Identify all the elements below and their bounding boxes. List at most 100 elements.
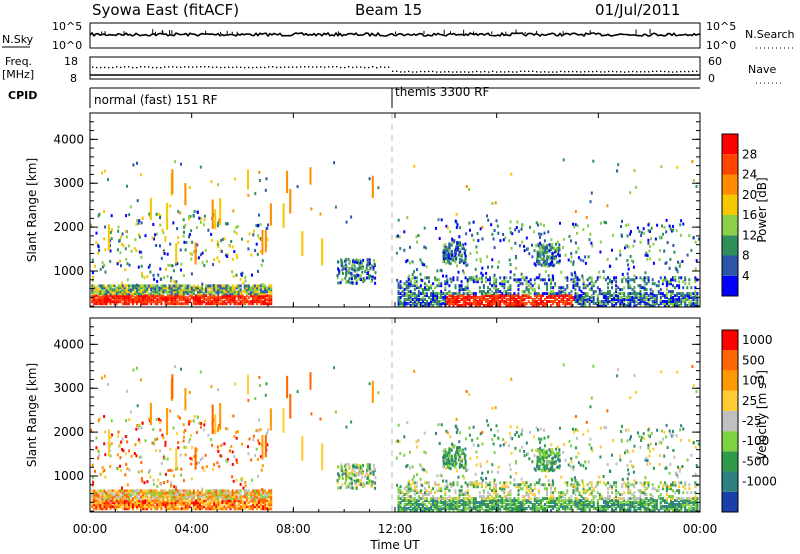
- heatmap-cell: [686, 286, 689, 290]
- heatmap-cell: [111, 501, 114, 505]
- heatmap-cell: [539, 296, 542, 299]
- heatmap-cell: [419, 284, 422, 288]
- heatmap-cell: [572, 485, 575, 489]
- heatmap-cell: [223, 237, 226, 241]
- nave-dot: [556, 71, 558, 73]
- heatmap-cell: [615, 294, 618, 298]
- heatmap-cell: [546, 505, 548, 508]
- heatmap-cell: [497, 294, 500, 298]
- heatmap-cell: [195, 302, 197, 306]
- heatmap-cell: [643, 288, 646, 292]
- heatmap-cell: [517, 507, 520, 510]
- heatmap-cell: [448, 284, 451, 288]
- heatmap-cell: [517, 303, 520, 307]
- heatmap-cell: [470, 277, 473, 281]
- heatmap-cell: [678, 292, 681, 296]
- heatmap-cell: [554, 292, 557, 296]
- heatmap-cell: [533, 288, 536, 292]
- heatmap-cell: [218, 260, 221, 264]
- heatmap-cell: [321, 238, 324, 242]
- heatmap-cell: [594, 280, 597, 284]
- heatmap-cell: [592, 284, 595, 288]
- heatmap-cell: [670, 296, 672, 299]
- heatmap-cell: [640, 231, 643, 235]
- heatmap-cell: [225, 499, 228, 503]
- heatmap-cell: [211, 199, 214, 203]
- heatmap-cell: [194, 251, 197, 255]
- heatmap-cell: [456, 483, 459, 487]
- heatmap-cell: [665, 302, 668, 305]
- heatmap-cell: [509, 294, 512, 298]
- heatmap-cell: [511, 503, 514, 506]
- heatmap-cell: [172, 495, 175, 499]
- heatmap-cell: [213, 501, 216, 505]
- heatmap-cell: [428, 296, 430, 299]
- heatmap-cell: [241, 507, 244, 511]
- heatmap-cell: [627, 300, 630, 303]
- heatmap-cell: [615, 296, 618, 299]
- heatmap-cell: [525, 286, 528, 290]
- heatmap-cell: [573, 225, 576, 229]
- heatmap-cell: [682, 280, 685, 284]
- heatmap-cell: [231, 286, 234, 290]
- heatmap-cell: [104, 248, 107, 252]
- heatmap-cell: [184, 491, 187, 495]
- heatmap-cell: [519, 296, 522, 299]
- heatmap-cell: [570, 508, 573, 512]
- heatmap-cell: [456, 481, 459, 485]
- heatmap-cell: [454, 501, 457, 504]
- heatmap-cell: [527, 493, 530, 497]
- heatmap-cell: [225, 298, 228, 302]
- heatmap-cell: [442, 298, 445, 301]
- heatmap-cell: [403, 493, 406, 497]
- colorbar-tick-label: 24: [742, 168, 757, 182]
- heatmap-cell: [576, 497, 579, 501]
- heatmap-cell: [643, 296, 646, 299]
- heatmap-cell: [121, 501, 124, 505]
- heatmap-cell: [452, 483, 455, 487]
- heatmap-cell: [121, 294, 124, 298]
- heatmap-cell: [446, 278, 449, 282]
- heatmap-cell: [536, 243, 539, 247]
- colorbar-swatch: [722, 194, 738, 215]
- heatmap-cell: [503, 505, 506, 508]
- heatmap-cell: [194, 259, 197, 263]
- heatmap-cell: [268, 489, 271, 493]
- heatmap-cell: [511, 499, 514, 503]
- nave-dot: [664, 70, 666, 73]
- colorbar-swatch: [722, 255, 738, 276]
- heatmap-cell: [509, 493, 512, 497]
- heatmap-cell: [509, 276, 512, 280]
- heatmap-cell: [444, 243, 447, 247]
- heatmap-cell: [694, 240, 697, 244]
- heatmap-cell: [409, 497, 412, 501]
- heatmap-cell: [560, 298, 563, 301]
- heatmap-cell: [674, 303, 677, 307]
- heatmap-cell: [109, 489, 112, 493]
- heatmap-cell: [403, 248, 406, 252]
- heatmap-cell: [251, 288, 254, 292]
- heatmap-cell: [209, 503, 212, 507]
- heatmap-cell: [227, 505, 230, 509]
- heatmap-cell: [539, 483, 542, 487]
- heatmap-cell: [529, 282, 532, 286]
- heatmap-cell: [478, 277, 481, 281]
- heatmap-cell: [168, 298, 171, 302]
- heatmap-cell: [119, 290, 122, 294]
- heatmap-cell: [247, 240, 249, 244]
- heatmap-cell: [548, 300, 550, 303]
- heatmap-cell: [207, 284, 210, 288]
- heatmap-cell: [515, 302, 518, 305]
- heatmap-cell: [611, 302, 613, 305]
- heatmap-cell: [554, 284, 557, 288]
- heatmap-cell: [409, 483, 412, 487]
- heatmap-cell: [501, 282, 504, 286]
- heatmap-cell: [465, 185, 468, 188]
- heatmap-cell: [219, 284, 222, 288]
- heatmap-cell: [227, 491, 230, 495]
- heatmap-cell: [694, 292, 697, 296]
- heatmap-cell: [615, 257, 618, 261]
- heatmap-cell: [211, 290, 214, 294]
- heatmap-cell: [219, 489, 222, 493]
- heatmap-cell: [607, 300, 609, 303]
